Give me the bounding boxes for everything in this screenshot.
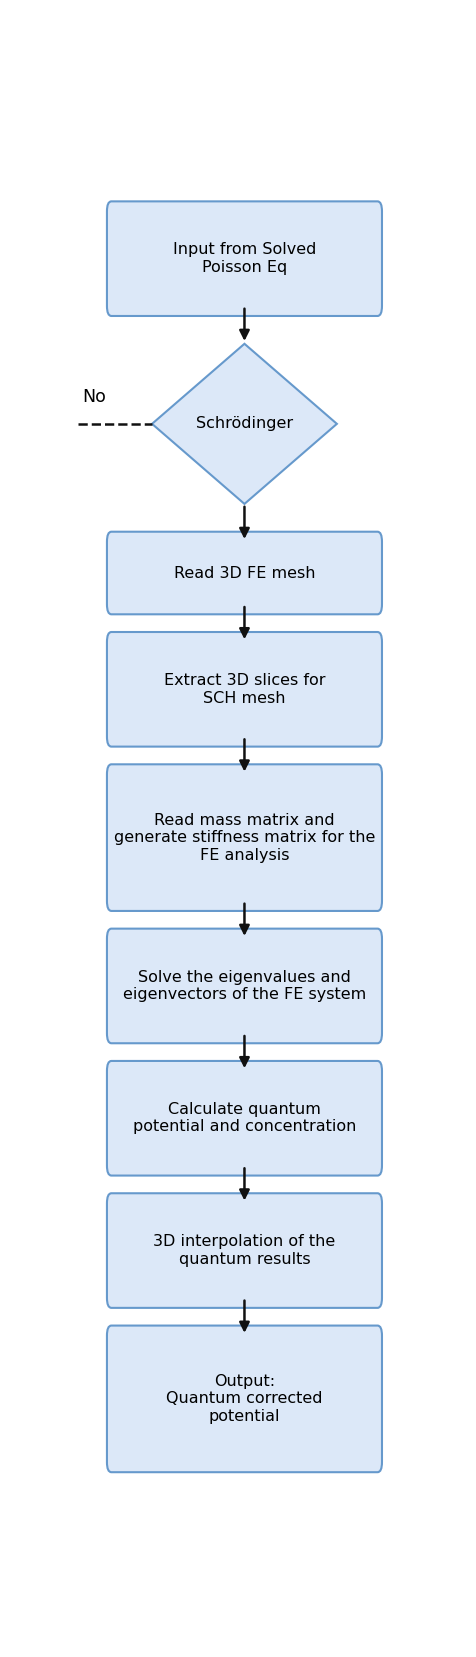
FancyBboxPatch shape	[107, 631, 381, 747]
FancyBboxPatch shape	[107, 532, 381, 615]
FancyBboxPatch shape	[107, 1193, 381, 1307]
Text: No: No	[82, 388, 106, 406]
FancyBboxPatch shape	[107, 1326, 381, 1471]
FancyBboxPatch shape	[107, 1060, 381, 1175]
Polygon shape	[152, 343, 336, 504]
FancyBboxPatch shape	[107, 764, 381, 911]
FancyBboxPatch shape	[107, 202, 381, 316]
Text: Calculate quantum
potential and concentration: Calculate quantum potential and concentr…	[132, 1102, 356, 1135]
Text: Read mass matrix and
generate stiffness matrix for the
FE analysis: Read mass matrix and generate stiffness …	[114, 812, 374, 863]
Text: Solve the eigenvalues and
eigenvectors of the FE system: Solve the eigenvalues and eigenvectors o…	[123, 969, 365, 1002]
Text: Extract 3D slices for
SCH mesh: Extract 3D slices for SCH mesh	[163, 673, 325, 706]
Text: Schrödinger: Schrödinger	[196, 416, 292, 431]
Text: Output:
Quantum corrected
potential: Output: Quantum corrected potential	[166, 1374, 322, 1423]
Text: Input from Solved
Poisson Eq: Input from Solved Poisson Eq	[172, 242, 316, 275]
FancyBboxPatch shape	[107, 928, 381, 1044]
Text: 3D interpolation of the
quantum results: 3D interpolation of the quantum results	[153, 1234, 335, 1266]
Text: Read 3D FE mesh: Read 3D FE mesh	[173, 565, 315, 580]
